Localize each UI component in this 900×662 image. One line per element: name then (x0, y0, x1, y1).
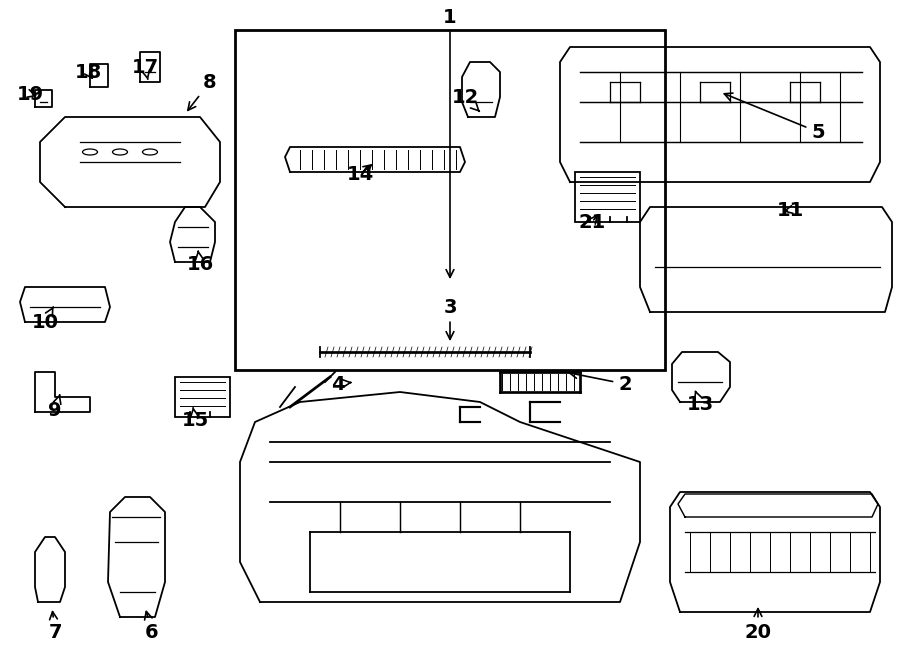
Text: 1: 1 (443, 7, 457, 277)
Text: 14: 14 (346, 164, 374, 183)
Text: 10: 10 (32, 307, 58, 332)
Bar (575, 172, 640, 222)
Text: 5: 5 (724, 93, 824, 142)
Text: 20: 20 (744, 608, 771, 641)
Text: 11: 11 (777, 201, 804, 220)
Text: 19: 19 (16, 85, 43, 103)
Text: 21: 21 (579, 213, 606, 232)
Text: 12: 12 (452, 87, 480, 111)
Text: 17: 17 (131, 58, 158, 79)
Text: 9: 9 (49, 395, 62, 420)
Text: 13: 13 (687, 391, 714, 414)
Text: 4: 4 (331, 375, 351, 393)
Text: 8: 8 (188, 73, 217, 111)
Text: 15: 15 (182, 408, 209, 430)
Text: 3: 3 (444, 297, 457, 340)
Text: 2: 2 (570, 371, 632, 393)
Bar (175, 377, 230, 417)
Text: 6: 6 (145, 612, 158, 641)
Text: 18: 18 (75, 62, 102, 81)
Text: 16: 16 (186, 252, 213, 273)
Bar (235, 30, 665, 370)
Text: 7: 7 (49, 612, 62, 641)
